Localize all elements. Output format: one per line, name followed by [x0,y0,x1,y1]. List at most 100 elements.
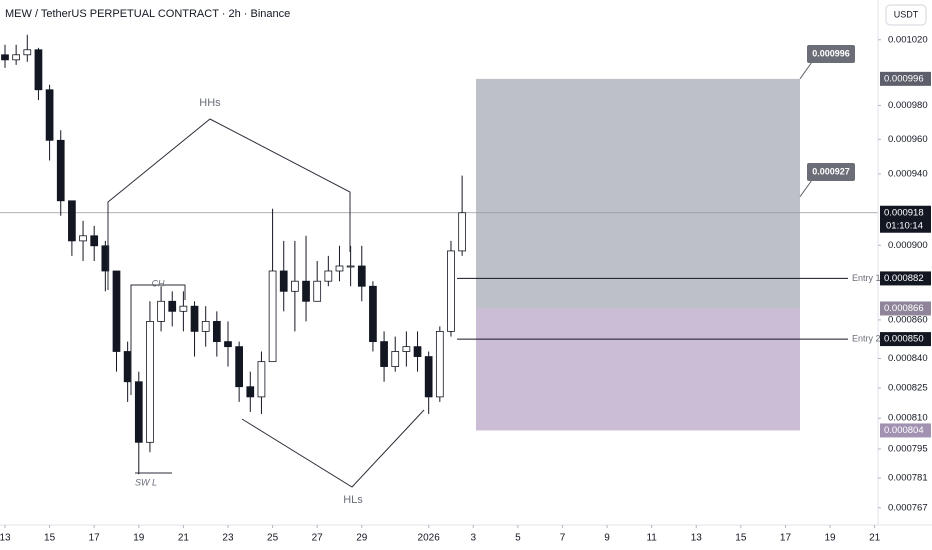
candle-body [224,341,232,348]
price-badge [880,301,931,316]
ch-bracket [130,284,186,395]
price-badge-label: 0.000804 [884,425,924,436]
y-tick-label: 0.000767 [888,502,928,513]
currency-button[interactable] [885,4,927,26]
x-tick-label: 23 [222,533,234,544]
axis-labels: 0.001020 0.000980 0.000960 0.000940 0.000900… [878,34,931,513]
zones [0,78,878,431]
x-tick-label: 7 [560,533,566,544]
x-tick-label: 15 [735,533,747,544]
x-tick-label: 17 [89,533,101,544]
price-badge-label: 0.000882 [884,273,924,284]
drawings [107,118,425,488]
candle-body [435,330,444,398]
candle-body [101,245,110,272]
candle-body [369,285,377,343]
callout-label: 0.000996 [812,48,850,58]
chart-title: MEW / TetherUS PERPETUAL CONTRACT · 2h ·… [5,8,290,20]
x-tick-label: 19 [133,533,145,544]
entry-label: Entry 2 [852,333,881,343]
y-tick-label: 0.000795 [888,443,928,454]
candle-body [168,300,177,312]
current-price-label: 0.000918 [884,207,924,218]
candle-body [12,54,21,61]
candle-body [291,280,299,292]
candle-body [279,270,288,292]
y-tick-label: 0.000781 [888,473,928,484]
loss-zone [476,308,800,431]
entry-label: Entry 1 [852,273,881,283]
candle-body [1,54,9,61]
candle-body [146,321,154,443]
candle-body [402,346,411,352]
candle-body [324,270,333,282]
price-badge [880,271,931,286]
hls-label: HLs [343,494,363,506]
candle-body [157,300,165,322]
x-tick-label: 5 [515,533,521,544]
x-tick-label: 27 [312,533,324,544]
x-tick-label: 15 [44,533,56,544]
currency-label[interactable]: USDT [894,9,919,19]
x-tick-label: 2026 [418,533,441,544]
x-tick-label: 11 [646,533,657,544]
candle-body [313,280,322,302]
x-tick-label: 13 [0,533,11,544]
time-axis [0,525,878,550]
countdown-label: 01:10:14 [886,220,923,231]
candle-body [201,321,210,332]
price-badge [880,332,931,347]
candle-body [56,139,65,202]
callout-connector [799,179,813,198]
candle-body [212,321,221,343]
candle-body [235,346,243,388]
ch-label: CH [152,278,165,288]
x-tick-label: 17 [780,533,792,544]
overlay: Entry 1 Entry 2 0.000996 0.000927 [457,45,881,343]
candle-body [68,200,76,242]
x-tick-label: 21 [869,533,881,544]
candle-body [34,49,43,91]
candles [1,34,466,475]
x-tick-label: 3 [470,533,476,544]
price-badge-label: 0.000850 [884,334,924,345]
candle-body [335,265,344,272]
candle-body [246,386,255,398]
candle-body [112,270,121,352]
callout-box [807,45,855,63]
candle-body [413,346,422,357]
candle-body [45,89,54,141]
y-tick-label: 0.000860 [888,314,928,325]
callout-box [807,163,855,181]
candle-body [79,235,87,242]
hhs-label: HHs [199,97,221,109]
candle-body [346,265,355,268]
x-tick-label: 19 [824,533,836,544]
price-badge [880,71,931,86]
candle-body [447,250,455,332]
swl-label: SW L [135,477,157,487]
candle-body [123,351,132,383]
x-tick-label: 9 [604,533,610,544]
x-tick-label: 13 [691,533,703,544]
price-badge [880,423,931,438]
price-badge-label: 0.000866 [884,303,924,314]
y-tick-label: 0.000980 [888,100,928,111]
profit-zone [476,78,800,309]
price-badge-label: 0.000996 [884,73,924,84]
y-tick-label: 0.000825 [888,383,928,394]
x-tick-label: 25 [267,533,279,544]
y-tick-label: 0.000940 [888,168,928,179]
candle-body [391,351,400,367]
candle-body [357,265,366,287]
candle-body [268,270,277,363]
x-tick-label: 29 [356,533,368,544]
candle-body [424,356,433,398]
callout-label: 0.000927 [812,166,850,176]
callout-connector [799,61,813,80]
y-tick-label: 0.000810 [888,413,928,424]
hls-pattern [241,409,425,488]
candle-body [134,381,143,443]
